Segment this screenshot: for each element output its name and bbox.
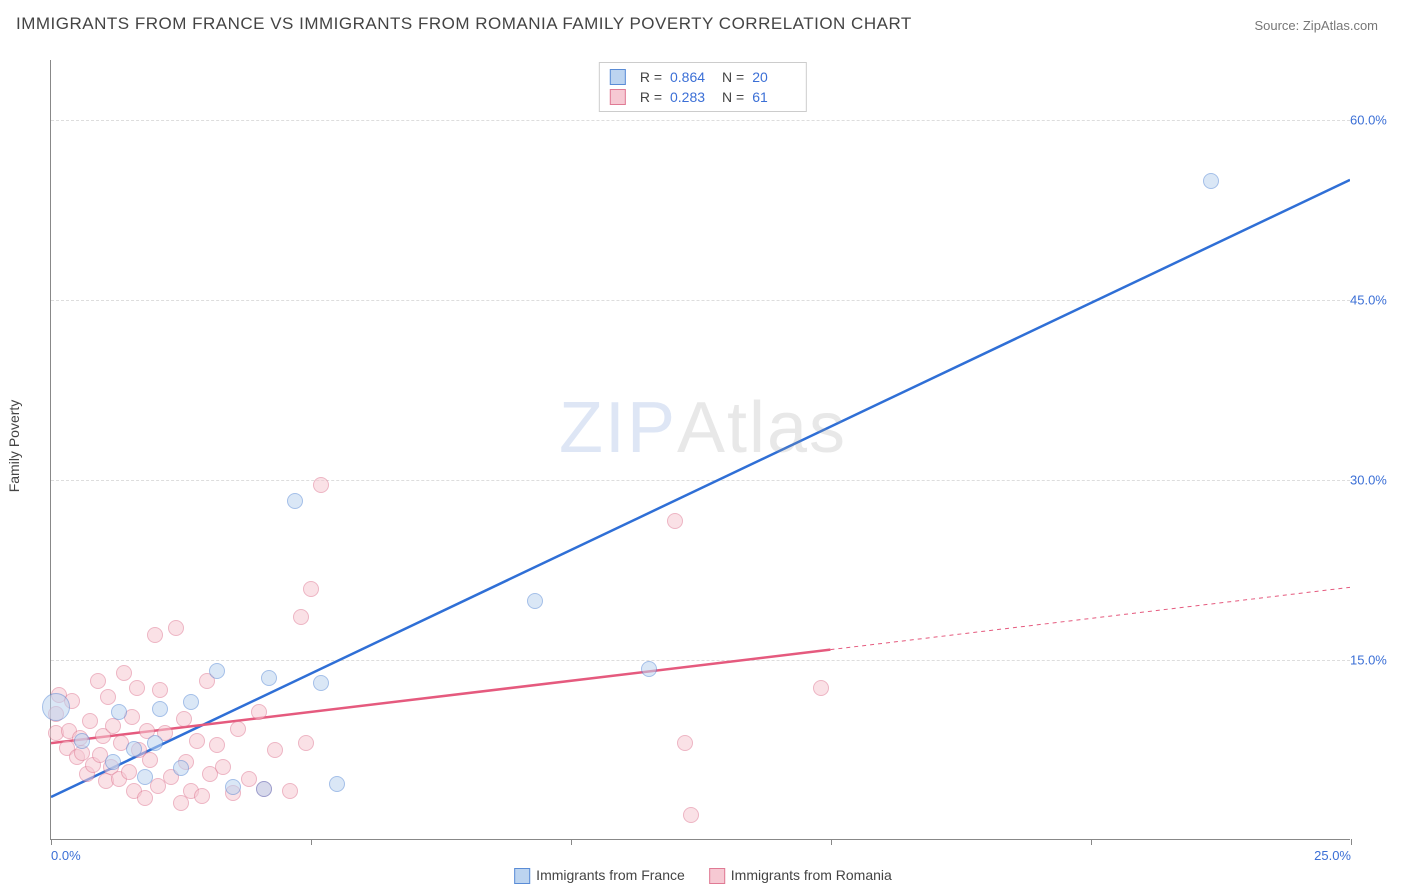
scatter-point (209, 737, 225, 753)
scatter-point (813, 680, 829, 696)
scatter-point (641, 661, 657, 677)
scatter-point (313, 477, 329, 493)
plot-area: 15.0%30.0%45.0%60.0%0.0%25.0% (50, 60, 1350, 840)
scatter-point (241, 771, 257, 787)
scatter-point (189, 733, 205, 749)
scatter-point (329, 776, 345, 792)
scatter-point (116, 665, 132, 681)
scatter-point (183, 694, 199, 710)
x-tick-mark (51, 839, 52, 845)
scatter-point (105, 718, 121, 734)
n-value: 20 (752, 69, 796, 85)
scatter-point (225, 779, 241, 795)
legend-swatch (514, 868, 530, 884)
r-value: 0.283 (670, 89, 714, 105)
scatter-point (293, 609, 309, 625)
x-tick-mark (1091, 839, 1092, 845)
y-tick-label: 15.0% (1350, 653, 1400, 668)
scatter-point (251, 704, 267, 720)
scatter-point (152, 701, 168, 717)
series-legend: Immigrants from France Immigrants from Ro… (514, 867, 892, 884)
scatter-point (282, 783, 298, 799)
gridline (51, 120, 1350, 121)
scatter-point (137, 769, 153, 785)
n-value: 61 (752, 89, 796, 105)
x-tick-label: 0.0% (51, 848, 81, 863)
scatter-point (90, 673, 106, 689)
x-tick-mark (311, 839, 312, 845)
legend-swatch (709, 868, 725, 884)
scatter-point (194, 788, 210, 804)
scatter-point (126, 741, 142, 757)
scatter-point (142, 752, 158, 768)
x-tick-label: 25.0% (1314, 848, 1351, 863)
scatter-point (168, 620, 184, 636)
scatter-point (1203, 173, 1219, 189)
scatter-point (230, 721, 246, 737)
n-label: N = (722, 69, 744, 85)
scatter-point (42, 693, 70, 721)
y-tick-label: 60.0% (1350, 113, 1400, 128)
scatter-point (261, 670, 277, 686)
scatter-point (267, 742, 283, 758)
scatter-point (74, 733, 90, 749)
scatter-point (683, 807, 699, 823)
scatter-point (677, 735, 693, 751)
scatter-point (667, 513, 683, 529)
correlation-legend: R = 0.864 N = 20 R = 0.283 N = 61 (599, 62, 807, 112)
scatter-point (105, 754, 121, 770)
legend-item: Immigrants from France (514, 867, 685, 884)
scatter-point (527, 593, 543, 609)
scatter-point (152, 682, 168, 698)
scatter-point (147, 627, 163, 643)
legend-item: Immigrants from Romania (709, 867, 892, 884)
n-label: N = (722, 89, 744, 105)
scatter-point (100, 689, 116, 705)
gridline (51, 660, 1350, 661)
y-axis-label: Family Poverty (6, 400, 22, 493)
scatter-point (287, 493, 303, 509)
scatter-point (209, 663, 225, 679)
gridline (51, 480, 1350, 481)
x-tick-mark (571, 839, 572, 845)
scatter-point (129, 680, 145, 696)
chart-title: IMMIGRANTS FROM FRANCE VS IMMIGRANTS FRO… (16, 14, 912, 34)
correlation-legend-row: R = 0.864 N = 20 (610, 67, 796, 87)
legend-label: Immigrants from Romania (731, 867, 892, 883)
legend-label: Immigrants from France (536, 867, 685, 883)
scatter-point (111, 704, 127, 720)
scatter-point (147, 735, 163, 751)
scatter-point (298, 735, 314, 751)
r-label: R = (640, 69, 662, 85)
r-label: R = (640, 89, 662, 105)
scatter-point (303, 581, 319, 597)
scatter-point (121, 764, 137, 780)
gridline (51, 300, 1350, 301)
source-label: Source: ZipAtlas.com (1254, 18, 1378, 33)
y-tick-label: 45.0% (1350, 293, 1400, 308)
legend-swatch (610, 89, 626, 105)
y-tick-label: 30.0% (1350, 473, 1400, 488)
scatter-point (137, 790, 153, 806)
correlation-legend-row: R = 0.283 N = 61 (610, 87, 796, 107)
scatter-point (215, 759, 231, 775)
scatter-point (82, 713, 98, 729)
x-tick-mark (831, 839, 832, 845)
r-value: 0.864 (670, 69, 714, 85)
trend-lines (51, 60, 1350, 839)
legend-swatch (610, 69, 626, 85)
scatter-point (256, 781, 272, 797)
scatter-point (313, 675, 329, 691)
scatter-point (176, 711, 192, 727)
x-tick-mark (1351, 839, 1352, 845)
scatter-point (173, 760, 189, 776)
